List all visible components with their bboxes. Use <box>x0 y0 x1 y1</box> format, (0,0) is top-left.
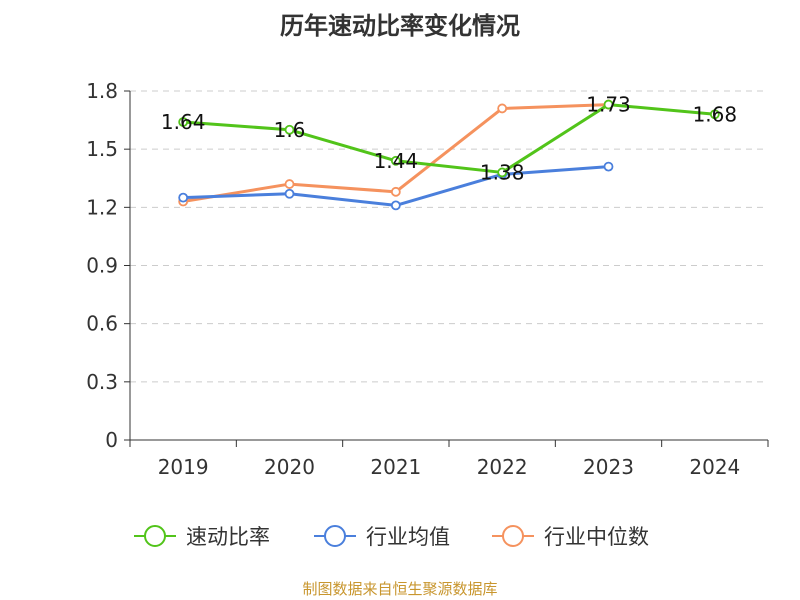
data-point[interactable] <box>178 192 189 203</box>
data-point[interactable] <box>284 188 295 199</box>
y-tick-label: 1.8 <box>86 79 118 103</box>
legend-marker <box>144 525 166 547</box>
y-tick-label: 0.6 <box>86 312 118 336</box>
axes: 0 0.3 0.6 0.9 1.2 1.5 1.8 2019 2020 2021 2022 2023 2… <box>86 79 769 479</box>
data-label: 1.64 <box>161 110 206 134</box>
data-point[interactable] <box>603 99 614 110</box>
y-tick-label: 1.2 <box>86 195 118 219</box>
legend-label: 行业均值 <box>366 525 450 549</box>
series-line <box>183 103 715 174</box>
legend-item[interactable]: 速动比率 <box>134 525 270 549</box>
series-lines <box>178 99 720 211</box>
data-label: 1.6 <box>274 118 306 142</box>
data-point[interactable] <box>709 109 720 120</box>
chart-title: 历年速动比率变化情况 <box>280 12 520 40</box>
x-tick-label: 2023 <box>583 455 634 479</box>
y-tick-label: 0.9 <box>86 254 118 278</box>
legend-marker <box>324 525 346 547</box>
data-point[interactable] <box>390 200 401 211</box>
data-point[interactable] <box>284 179 295 189</box>
y-tick-label: 0.3 <box>86 370 118 394</box>
data-point[interactable] <box>497 167 508 178</box>
y-tick-label: 1.5 <box>86 137 118 161</box>
legend-marker <box>502 525 524 547</box>
legend-label: 行业中位数 <box>544 525 649 549</box>
legend-label: 速动比率 <box>186 525 270 549</box>
data-point[interactable] <box>390 155 401 166</box>
data-point[interactable] <box>284 124 295 135</box>
x-tick-label: 2020 <box>264 455 315 479</box>
x-tick-label: 2019 <box>158 455 209 479</box>
data-point[interactable] <box>178 117 189 127</box>
y-tick-label: 0 <box>105 428 118 452</box>
x-tick-label: 2024 <box>689 455 740 479</box>
x-tick-label: 2022 <box>477 455 528 479</box>
legend: 速动比率 行业均值 行业中位数 <box>134 525 649 549</box>
legend-item[interactable]: 行业均值 <box>314 525 450 549</box>
data-labels: 1.64 1.6 1.44 1.38 1.73 1.68 <box>161 93 737 185</box>
data-label: 1.68 <box>693 102 738 126</box>
grid-lines <box>130 90 768 383</box>
data-label: 1.44 <box>374 149 419 173</box>
data-label: 1.38 <box>480 160 525 184</box>
data-point[interactable] <box>390 186 401 197</box>
data-label: 1.73 <box>586 93 631 117</box>
source-note: 制图数据来自恒生聚源数据库 <box>302 580 498 598</box>
data-point[interactable] <box>497 103 508 114</box>
legend-item[interactable]: 行业中位数 <box>492 525 649 549</box>
data-point[interactable] <box>603 161 614 172</box>
x-tick-label: 2021 <box>370 455 421 479</box>
